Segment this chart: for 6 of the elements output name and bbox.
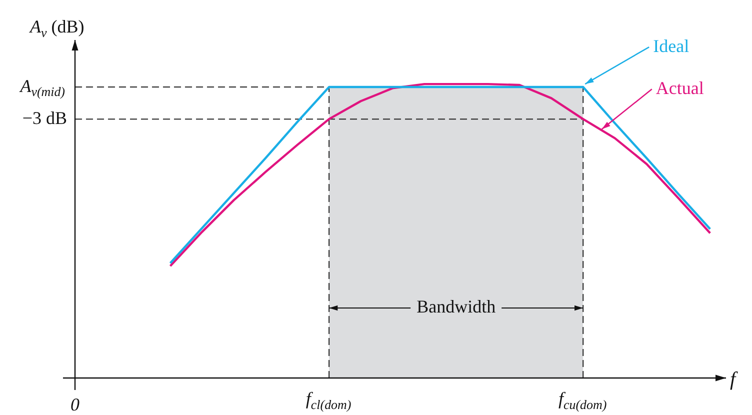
text: Actual — [656, 78, 704, 98]
ref-line-label: −3 dB — [22, 108, 68, 128]
x-axis-title: f — [730, 368, 738, 390]
band-label: Bandwidth — [416, 296, 496, 317]
text: 0 — [70, 394, 80, 415]
text: Ideal — [653, 36, 690, 56]
